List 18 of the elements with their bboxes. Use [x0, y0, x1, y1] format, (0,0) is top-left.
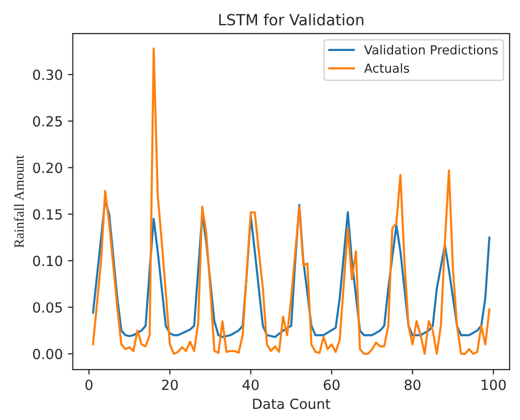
- x-axis-title: Data Count: [253, 398, 330, 410]
- y-tick-label: 0.05: [33, 302, 62, 313]
- y-tick-label: 0.15: [33, 209, 62, 220]
- y-tick-label: 0.25: [33, 116, 62, 127]
- chart-title: LSTM for Validation: [219, 14, 364, 26]
- x-tick-label: 20: [162, 380, 178, 390]
- y-tick-label: 0.20: [33, 162, 62, 174]
- y-tick-label: 0.00: [33, 348, 62, 360]
- x-tick-label: 60: [324, 380, 340, 390]
- y-tick-label: 0.10: [33, 256, 62, 266]
- x-tick-label: 0: [85, 380, 92, 390]
- legend-label: Actuals: [364, 63, 410, 73]
- x-tick-label: 40: [242, 380, 259, 390]
- y-axis-title: Rainfall Amount: [14, 155, 24, 248]
- x-tick-label: 100: [482, 380, 506, 390]
- x-tick-label: 80: [404, 380, 420, 390]
- legend-label: Validation Predictions: [364, 44, 498, 55]
- y-tick-label: 0.30: [33, 70, 62, 80]
